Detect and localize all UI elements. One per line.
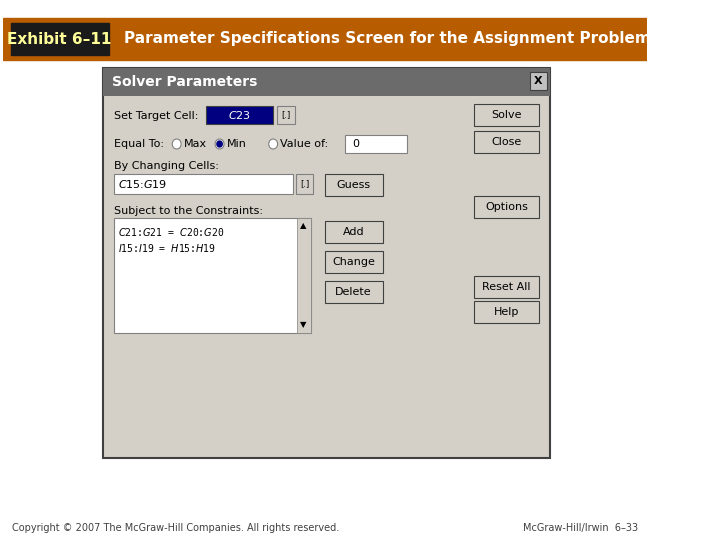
Text: Exhibit 6–11: Exhibit 6–11 bbox=[7, 31, 112, 46]
Circle shape bbox=[215, 139, 224, 149]
Text: [.]: [.] bbox=[300, 179, 309, 188]
Text: Parameter Specifications Screen for the Assignment Problem: Parameter Specifications Screen for the … bbox=[124, 31, 651, 46]
Bar bbox=[325, 281, 383, 303]
Circle shape bbox=[269, 139, 278, 149]
Text: Reset All: Reset All bbox=[482, 282, 531, 292]
Text: Change: Change bbox=[332, 257, 375, 267]
Text: Options: Options bbox=[485, 202, 528, 212]
Text: Equal To:: Equal To: bbox=[114, 139, 164, 149]
Text: Value of:: Value of: bbox=[280, 139, 328, 149]
Text: Subject to the Constraints:: Subject to the Constraints: bbox=[114, 206, 263, 216]
Text: Solver Parameters: Solver Parameters bbox=[112, 75, 258, 89]
Text: Solve: Solve bbox=[491, 110, 521, 120]
Text: Copyright © 2007 The McGraw-Hill Companies. All rights reserved.: Copyright © 2007 The McGraw-Hill Compani… bbox=[12, 523, 340, 533]
Bar bbox=[474, 131, 539, 153]
Bar bbox=[206, 106, 273, 124]
Bar bbox=[474, 196, 539, 218]
Bar bbox=[4, 18, 647, 60]
Bar bbox=[474, 104, 539, 126]
Text: Max: Max bbox=[184, 139, 207, 149]
Text: ▲: ▲ bbox=[300, 221, 307, 231]
Bar bbox=[325, 174, 383, 196]
Text: Help: Help bbox=[494, 307, 519, 317]
Bar bbox=[345, 135, 408, 153]
Bar bbox=[531, 72, 546, 90]
Bar bbox=[474, 276, 539, 298]
Text: $C$15:$G$19: $C$15:$G$19 bbox=[118, 178, 167, 190]
Bar bbox=[104, 68, 550, 96]
Bar bbox=[325, 251, 383, 273]
Text: Close: Close bbox=[491, 137, 521, 147]
Text: $C$23: $C$23 bbox=[228, 109, 251, 121]
Bar bbox=[325, 221, 383, 243]
Bar bbox=[474, 301, 539, 323]
Text: Set Target Cell:: Set Target Cell: bbox=[114, 111, 199, 121]
Text: Min: Min bbox=[227, 139, 246, 149]
Bar bbox=[297, 218, 311, 333]
Text: 0: 0 bbox=[352, 139, 359, 149]
Text: $I$15:$I$19 = $H$15:$H$19: $I$15:$I$19 = $H$15:$H$19 bbox=[118, 242, 216, 254]
Text: By Changing Cells:: By Changing Cells: bbox=[114, 161, 219, 171]
Text: X: X bbox=[534, 76, 543, 86]
Text: ▼: ▼ bbox=[300, 321, 307, 329]
Text: McGraw-Hill/Irwin  6–33: McGraw-Hill/Irwin 6–33 bbox=[523, 523, 638, 533]
Bar bbox=[114, 218, 311, 333]
Text: $C$21:$G$21 = $C$20:$G$20: $C$21:$G$21 = $C$20:$G$20 bbox=[118, 226, 224, 238]
Bar bbox=[276, 106, 294, 124]
Text: Delete: Delete bbox=[336, 287, 372, 297]
Circle shape bbox=[172, 139, 181, 149]
Bar bbox=[104, 68, 550, 458]
Text: Guess: Guess bbox=[336, 180, 371, 190]
Circle shape bbox=[217, 141, 222, 147]
Bar bbox=[11, 23, 109, 55]
Text: Add: Add bbox=[343, 227, 364, 237]
Bar bbox=[295, 174, 313, 194]
Bar bbox=[114, 174, 293, 194]
Text: [.]: [.] bbox=[281, 111, 290, 119]
